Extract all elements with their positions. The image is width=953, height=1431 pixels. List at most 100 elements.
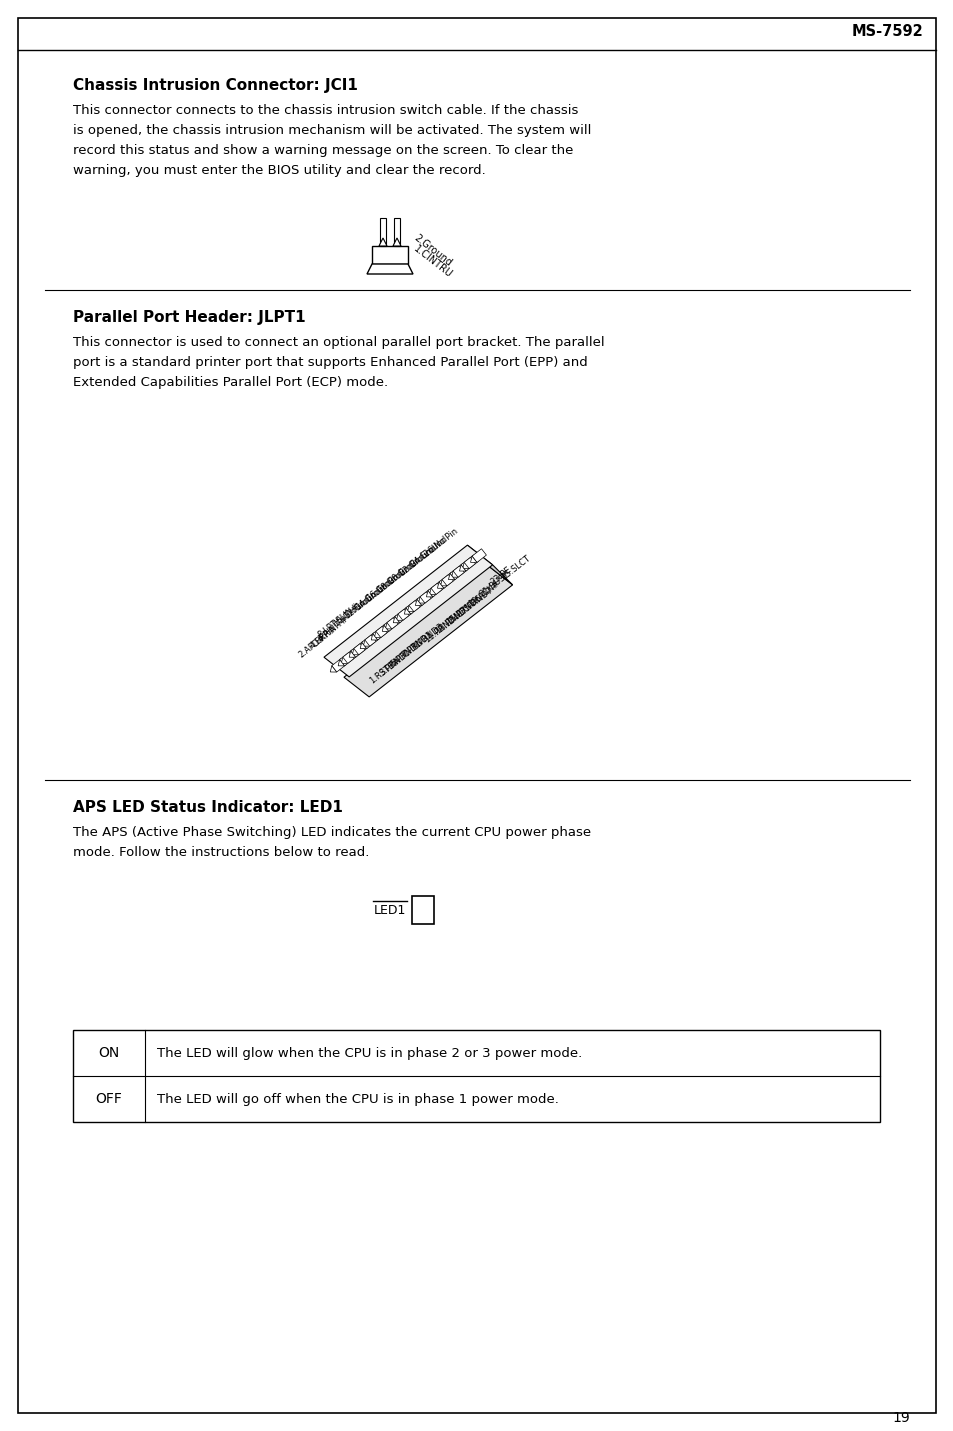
Text: 23.PE: 23.PE (488, 565, 513, 587)
Text: The APS (Active Phase Switching) LED indicates the current CPU power phase: The APS (Active Phase Switching) LED ind… (73, 826, 591, 839)
Text: port is a standard printer port that supports Enhanced Parallel Port (EPP) and: port is a standard printer port that sup… (73, 356, 587, 369)
Text: 25.SLCT: 25.SLCT (499, 554, 532, 581)
Text: record this status and show a warning message on the screen. To clear the: record this status and show a warning me… (73, 145, 573, 157)
Polygon shape (330, 665, 336, 673)
Polygon shape (453, 564, 467, 577)
Polygon shape (460, 558, 475, 571)
Polygon shape (407, 605, 414, 611)
Text: Extended Capabilities Parallel Port (ECP) mode.: Extended Capabilities Parallel Port (ECP… (73, 376, 388, 389)
Text: Parallel Port Header: JLPT1: Parallel Port Header: JLPT1 (73, 311, 305, 325)
Polygon shape (324, 545, 492, 677)
Text: 14.Ground: 14.Ground (354, 577, 394, 611)
Polygon shape (393, 238, 400, 246)
Bar (412, 896, 434, 924)
Text: 17.PRND7: 17.PRND7 (456, 585, 495, 618)
Polygon shape (375, 624, 390, 638)
Polygon shape (382, 625, 388, 631)
Polygon shape (371, 634, 377, 640)
Polygon shape (450, 567, 464, 580)
Text: The LED will go off when the CPU is in phase 1 power mode.: The LED will go off when the CPU is in p… (157, 1092, 558, 1106)
Text: 19.ACK#: 19.ACK# (466, 578, 501, 608)
Text: APS LED Status Indicator: LED1: APS LED Status Indicator: LED1 (73, 800, 342, 816)
Text: 11.PRND4: 11.PRND4 (422, 611, 461, 644)
Polygon shape (354, 641, 368, 655)
Polygon shape (429, 588, 436, 594)
Polygon shape (341, 657, 347, 664)
Text: 19: 19 (891, 1411, 909, 1425)
Polygon shape (385, 622, 392, 630)
Text: 2.AFD#: 2.AFD# (296, 633, 328, 660)
Text: This connector connects to the chassis intrusion switch cable. If the chassis: This connector connects to the chassis i… (73, 104, 578, 117)
Polygon shape (378, 238, 387, 246)
Bar (73, 1030, 879, 1122)
Polygon shape (395, 610, 409, 622)
Text: 4.ERR#: 4.ERR# (308, 624, 338, 651)
Polygon shape (438, 575, 453, 588)
Polygon shape (360, 643, 366, 648)
Polygon shape (351, 644, 365, 657)
Text: The LED will glow when the CPU is in phase 2 or 3 power mode.: The LED will glow when the CPU is in pha… (157, 1046, 581, 1059)
Polygon shape (419, 590, 434, 602)
Text: 1.CINTRU: 1.CINTRU (412, 243, 454, 280)
Polygon shape (383, 618, 397, 631)
Polygon shape (352, 648, 358, 655)
Text: 20.Ground: 20.Ground (386, 551, 427, 585)
Text: 24.Ground: 24.Ground (409, 534, 449, 568)
Polygon shape (462, 562, 469, 568)
Text: 13.PRND5: 13.PRND5 (433, 602, 472, 635)
Polygon shape (387, 615, 401, 630)
Polygon shape (448, 574, 455, 580)
Bar (394, 218, 399, 246)
Polygon shape (467, 545, 512, 585)
Polygon shape (397, 607, 412, 620)
Polygon shape (426, 591, 433, 597)
Text: 5.PRND1: 5.PRND1 (389, 638, 424, 668)
Text: 16.Ground: 16.Ground (364, 568, 405, 602)
Text: 3.PRND0: 3.PRND0 (378, 647, 413, 677)
Polygon shape (472, 548, 486, 562)
Polygon shape (339, 653, 354, 665)
Polygon shape (404, 608, 411, 614)
Polygon shape (431, 581, 445, 594)
Polygon shape (349, 651, 355, 657)
Text: This connector is used to connect an optional parallel port bracket. The paralle: This connector is used to connect an opt… (73, 336, 604, 349)
Polygon shape (367, 263, 413, 273)
Text: 1.RSTB#: 1.RSTB# (367, 655, 401, 685)
Polygon shape (428, 584, 442, 597)
Polygon shape (337, 660, 344, 665)
Text: MS-7592: MS-7592 (850, 24, 923, 40)
Polygon shape (437, 582, 443, 588)
Text: LED1: LED1 (374, 903, 406, 916)
Text: 22.Ground: 22.Ground (397, 542, 437, 577)
Text: 12.Ground: 12.Ground (342, 585, 382, 620)
Polygon shape (409, 598, 423, 611)
Text: mode. Follow the instructions below to read.: mode. Follow the instructions below to r… (73, 846, 369, 859)
Text: 26.No Pin: 26.No Pin (422, 527, 459, 558)
Polygon shape (364, 633, 379, 647)
Polygon shape (470, 557, 476, 562)
Polygon shape (332, 658, 346, 673)
Text: 7.PRND2: 7.PRND2 (400, 630, 435, 660)
Bar (379, 218, 386, 246)
Polygon shape (440, 580, 447, 585)
Polygon shape (451, 571, 457, 577)
Polygon shape (373, 627, 387, 640)
Text: 9.PRND3: 9.PRND3 (411, 621, 446, 651)
Text: 10.Ground: 10.Ground (332, 594, 372, 628)
Polygon shape (363, 640, 370, 647)
Polygon shape (405, 601, 419, 614)
Polygon shape (459, 565, 465, 571)
Polygon shape (416, 592, 431, 605)
Text: 21.BUSY: 21.BUSY (477, 570, 511, 600)
Text: warning, you must enter the BIOS utility and clear the record.: warning, you must enter the BIOS utility… (73, 165, 485, 177)
Polygon shape (374, 631, 380, 638)
Text: OFF: OFF (95, 1092, 122, 1106)
Polygon shape (344, 565, 512, 697)
Bar (372, 246, 408, 263)
Text: ON: ON (98, 1046, 119, 1060)
Polygon shape (342, 650, 356, 664)
Polygon shape (393, 617, 399, 622)
Polygon shape (418, 597, 424, 602)
Text: is opened, the chassis intrusion mechanism will be activated. The system will: is opened, the chassis intrusion mechani… (73, 124, 591, 137)
Polygon shape (464, 555, 478, 568)
